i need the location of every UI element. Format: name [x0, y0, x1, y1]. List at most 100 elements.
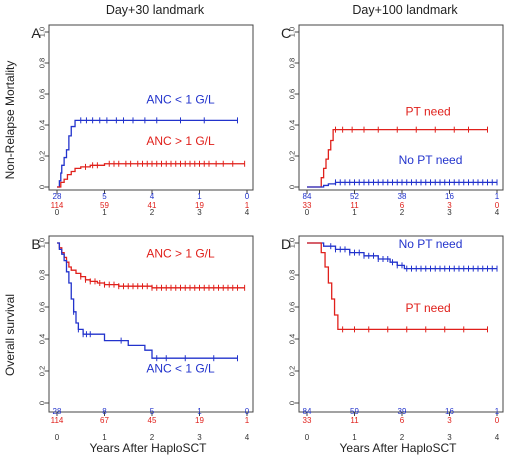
x-tick-label: 3: [197, 433, 202, 442]
y-tick-label: 1.0: [38, 27, 47, 37]
panel-letter: B: [31, 236, 40, 252]
x-tick-label: 1: [102, 208, 107, 217]
risk-number: 6: [400, 201, 405, 210]
risk-number: 0: [495, 416, 500, 425]
x-tick-label: 4: [245, 433, 250, 442]
risk-number: 45: [148, 416, 157, 425]
y-tick-label: 0: [288, 185, 297, 189]
plot-frame: [48, 24, 254, 191]
column-title-day100: Day+100 landmark: [352, 3, 458, 17]
risk-number: 1: [495, 192, 500, 201]
risk-number: 8: [102, 407, 107, 416]
risk-number: 0: [495, 201, 500, 210]
y-tick-label: 1.0: [288, 238, 297, 248]
series-label: ANC > 1 G/L: [146, 246, 215, 260]
y-tick-label: 0.8: [38, 58, 47, 68]
x-tick-label: 0: [55, 433, 60, 442]
risk-number: 59: [350, 407, 359, 416]
risk-number: 67: [100, 416, 109, 425]
series-label: ANC > 1 G/L: [146, 134, 215, 148]
y-tick-label: 0.6: [38, 302, 47, 312]
y-tick-label: 0.2: [288, 151, 297, 161]
row-label-os: Overall survival: [3, 294, 17, 376]
y-tick-label: 1.0: [288, 27, 297, 37]
risk-number: 39: [398, 407, 407, 416]
y-tick-label: 0.6: [288, 89, 297, 99]
x-tick-label: 3: [447, 433, 452, 442]
risk-number: 52: [350, 192, 359, 201]
series-label: No PT need: [399, 153, 463, 167]
risk-number: 84: [303, 407, 312, 416]
risk-number: 28: [53, 407, 62, 416]
risk-number: 1: [495, 407, 500, 416]
plot-frame: [298, 235, 504, 413]
risk-number: 0: [245, 407, 250, 416]
y-tick-label: 0: [288, 401, 297, 405]
x-tick-label: 1: [102, 433, 107, 442]
risk-number: 33: [303, 416, 312, 425]
km-curve-1: [57, 242, 238, 359]
x-tick-label: 1: [352, 208, 357, 217]
row-label-nrm: Non-Relapse Mortality: [3, 61, 17, 180]
risk-number: 1: [245, 416, 250, 425]
series-label: ANC < 1 G/L: [146, 92, 215, 106]
x-tick-label: 4: [495, 433, 500, 442]
risk-number: 19: [195, 416, 204, 425]
y-tick-label: 0.2: [288, 366, 297, 376]
risk-number: 1: [245, 201, 250, 210]
y-tick-label: 0.2: [38, 366, 47, 376]
y-tick-label: 0.4: [288, 120, 297, 130]
y-tick-label: 0.4: [288, 334, 297, 344]
y-tick-label: 0: [38, 401, 47, 405]
y-tick-label: 1.0: [38, 238, 47, 248]
y-tick-label: 0.8: [288, 58, 297, 68]
risk-number: 19: [195, 201, 204, 210]
x-axis-label-right: Years After HaploSCT: [340, 441, 458, 455]
y-tick-label: 0.4: [38, 120, 47, 130]
x-axis-label-left: Years After HaploSCT: [90, 441, 208, 455]
risk-number: 1: [197, 192, 202, 201]
risk-number: 3: [447, 201, 452, 210]
column-title-day30: Day+30 landmark: [106, 3, 205, 17]
x-tick-label: 4: [245, 208, 250, 217]
y-tick-label: 0.8: [288, 270, 297, 280]
y-tick-label: 0.6: [288, 302, 297, 312]
x-tick-label: 1: [352, 433, 357, 442]
series-label: No PT need: [399, 237, 463, 251]
risk-number: 6: [400, 416, 405, 425]
panel-letter: A: [31, 25, 41, 41]
risk-number: 16: [445, 192, 454, 201]
risk-number: 114: [51, 416, 64, 425]
risk-number: 59: [100, 201, 109, 210]
x-tick-label: 3: [197, 208, 202, 217]
panel-letter: D: [281, 236, 291, 252]
risk-number: 4: [150, 192, 155, 201]
y-tick-label: 0: [38, 185, 47, 189]
series-label: PT need: [406, 105, 451, 119]
y-tick-label: 0.4: [38, 334, 47, 344]
y-tick-label: 0.8: [38, 270, 47, 280]
risk-number: 5: [150, 407, 155, 416]
panel-letter: C: [281, 25, 291, 41]
series-label: PT need: [406, 301, 451, 315]
risk-number: 33: [303, 201, 312, 210]
risk-number: 5: [102, 192, 107, 201]
y-tick-label: 0.2: [38, 151, 47, 161]
km-curve-1: [307, 242, 488, 331]
risk-number: 16: [445, 407, 454, 416]
risk-number: 0: [245, 192, 250, 201]
x-tick-label: 4: [495, 208, 500, 217]
risk-number: 11: [350, 416, 359, 425]
plot-frame: [298, 24, 504, 191]
km-curve-0: [307, 242, 497, 270]
plot-frame: [48, 235, 254, 413]
risk-number: 114: [51, 201, 64, 210]
x-tick-label: 2: [400, 433, 405, 442]
